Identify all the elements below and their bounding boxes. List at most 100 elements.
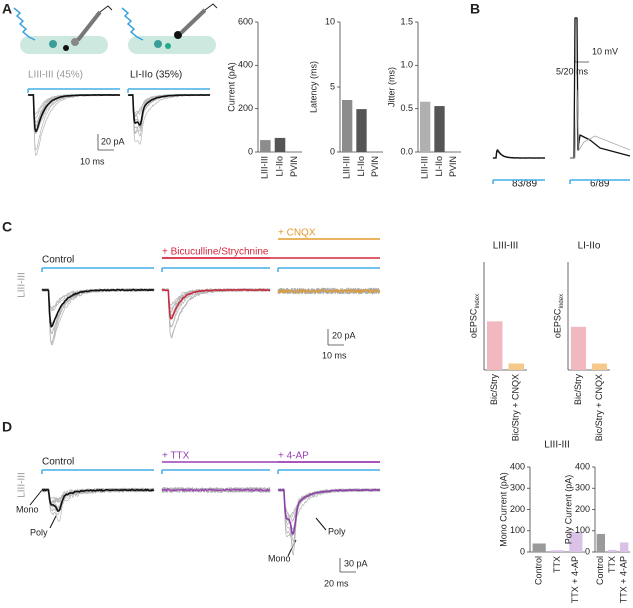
x-tick-label: Bic/Stry [489, 374, 499, 406]
trace [161, 288, 271, 339]
x-tick-label: LI-IIo [274, 156, 284, 177]
trace [277, 488, 380, 548]
condition-label: + Bicuculline/Strychnine [162, 247, 269, 258]
trace [27, 94, 120, 133]
trace [492, 149, 546, 159]
y-tick-label: 1.0 [400, 60, 413, 70]
y-tick-label: 100 [575, 525, 590, 535]
y-axis-label-sub: Index [559, 294, 565, 309]
scale-label: 30 pA [344, 558, 368, 568]
y-tick-label: 100 [510, 525, 525, 535]
y-tick-label: 300 [575, 483, 590, 493]
bar [434, 106, 445, 152]
scale-label: 20 pA [101, 136, 125, 146]
y-axis-label: Mono Current (pA) [498, 472, 508, 547]
bar [596, 533, 606, 552]
trace [41, 488, 155, 512]
panel-letter: B [470, 1, 480, 17]
bar [508, 363, 524, 370]
trace [161, 288, 271, 320]
trace [127, 93, 210, 145]
trace [41, 487, 155, 522]
x-tick-label: Bic/Stry [573, 374, 583, 406]
x-tick-label: TTX + 4-AP [619, 556, 629, 603]
scale-label: 10 mV [592, 46, 618, 56]
y-tick-label: 0 [248, 146, 253, 156]
scale-label: 10 ms [80, 156, 105, 166]
y-tick-label: 10 [325, 16, 335, 26]
x-tick-label: LIII-III [342, 156, 352, 179]
x-tick-label: LI-IIo [356, 156, 366, 177]
scale-label: 20 pA [332, 330, 356, 340]
trace [277, 488, 381, 535]
trace [161, 487, 271, 493]
y-tick-label: 400 [510, 461, 525, 471]
y-tick-label: 200 [238, 103, 253, 113]
y-tick-label: 300 [510, 483, 525, 493]
y-tick-label: 400 [238, 60, 253, 70]
schematic [13, 3, 218, 54]
bar [487, 321, 503, 370]
count-label: 83/89 [512, 179, 537, 190]
bar [274, 137, 286, 152]
trace-label: LIII-III (45%) [28, 70, 83, 81]
arrow [29, 489, 327, 557]
y-tick-label: 1.5 [400, 16, 413, 26]
chart-title: LIII-III [493, 241, 519, 252]
trace [277, 488, 381, 530]
y-axis-label: Current (pA) [226, 62, 236, 112]
bar [619, 542, 629, 552]
y-axis-label: Jitter (ms) [386, 67, 396, 107]
x-tick-label: PVIN [448, 156, 458, 177]
annotation: Mono [268, 553, 291, 563]
trace [570, 17, 631, 159]
y-tick-label: 5 [330, 81, 335, 91]
x-tick-label: Control [595, 556, 605, 585]
scale-label: 20 ms [324, 578, 349, 588]
trace [161, 488, 271, 492]
chart-title: LIII-III [544, 440, 570, 451]
trace [27, 93, 121, 128]
y-tick-label: 600 [238, 16, 253, 26]
row-label: LIII-III [17, 272, 28, 298]
trace [570, 89, 631, 159]
condition-label: Control [42, 457, 74, 468]
scale-label: 10 ms [322, 350, 347, 360]
condition-label: + CNQX [278, 228, 316, 239]
bar [420, 101, 431, 152]
y-tick-label: 0 [585, 546, 590, 556]
annotation: Poly [328, 526, 346, 536]
trace [41, 288, 155, 328]
bar [342, 100, 353, 152]
x-tick-label: Control [534, 556, 544, 585]
chart-title: LI-IIo [578, 241, 601, 252]
annotation: Mono [16, 504, 39, 514]
bar [608, 549, 617, 552]
bar [550, 550, 565, 552]
trace [127, 94, 211, 126]
x-tick-label: Bic/Stry + CNQX [594, 374, 604, 441]
x-tick-label: TTX [552, 556, 562, 573]
x-tick-label: PVIN [289, 156, 299, 177]
trace [161, 288, 271, 328]
condition-label: + 4-AP [278, 451, 309, 462]
x-tick-label: LIII-III [420, 156, 430, 179]
scale-bar [339, 558, 356, 573]
y-tick-label: 0.0 [400, 146, 413, 156]
x-tick-label: LI-IIo [434, 156, 444, 177]
bar [591, 363, 608, 370]
scale-bar [97, 134, 114, 151]
y-axis-label-sub: Index [475, 294, 481, 309]
x-tick-label: PVIN [370, 156, 380, 177]
x-tick-label: Bic/Stry + CNQX [511, 374, 521, 441]
y-tick-label: 0 [330, 146, 335, 156]
y-axis-label: Latency (ms) [308, 61, 318, 113]
bar [532, 543, 546, 552]
count-label: 6/89 [590, 179, 610, 190]
y-tick-label: 200 [510, 504, 525, 514]
trace [27, 93, 121, 156]
trace [161, 288, 271, 314]
annotation: Poly [30, 527, 48, 537]
y-tick-label: 0 [520, 546, 525, 556]
